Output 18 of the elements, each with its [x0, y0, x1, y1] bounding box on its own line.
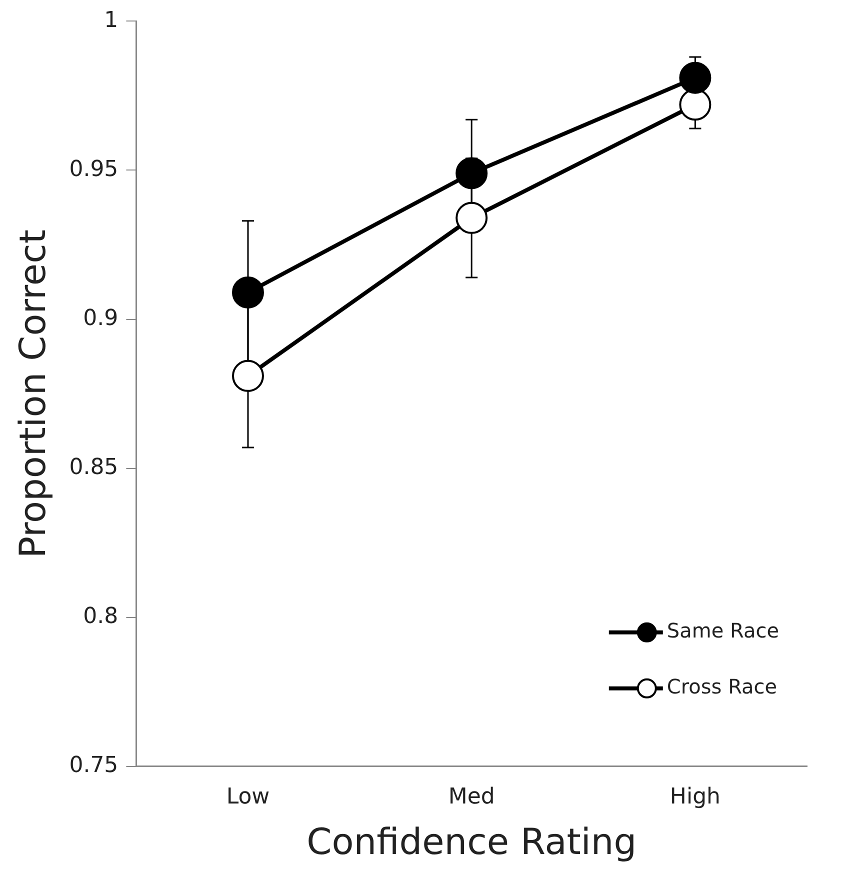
- x-tick-label: Med: [448, 784, 495, 810]
- legend-label: Cross Race: [666, 674, 778, 699]
- x-tick-label: High: [670, 784, 720, 810]
- y-tick-label: 0.85: [69, 455, 118, 480]
- y-tick-label: 0.8: [83, 604, 118, 630]
- legend-label: Same Race: [666, 618, 779, 643]
- y-tick-label: 0.9: [83, 306, 118, 331]
- y-axis-title: Proportion Correct: [12, 230, 54, 558]
- y-tick-label: 0.75: [69, 753, 118, 778]
- y-tick-label: 1: [104, 8, 118, 33]
- point: [232, 360, 264, 392]
- point: [456, 157, 488, 190]
- point: [232, 276, 264, 308]
- x-tick-label: Low: [226, 784, 270, 810]
- x-axis-title: Confidence Rating: [306, 822, 637, 863]
- point: [679, 62, 712, 94]
- y-tick-label: 0.95: [69, 156, 118, 182]
- point: [456, 202, 488, 234]
